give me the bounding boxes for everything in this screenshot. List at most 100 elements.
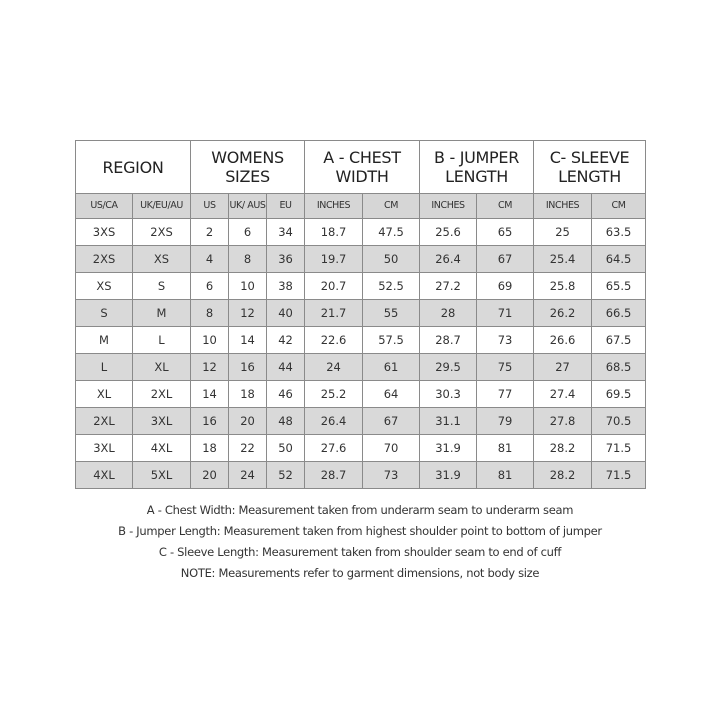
- table-cell: 42: [266, 326, 306, 354]
- table-cell: 67.5: [591, 326, 647, 354]
- table-cell: 4: [190, 245, 230, 273]
- size-chart-table: REGION WOMENS SIZES A - CHEST WIDTH B - …: [74, 140, 647, 489]
- table-cell: 71.5: [591, 434, 647, 462]
- subheader-cell: UK/EU/AU: [131, 193, 192, 219]
- table-cell: 68.5: [591, 353, 647, 381]
- table-cell: 8: [228, 245, 268, 273]
- table-cell: 25.2: [304, 380, 364, 408]
- table-cell: 65.5: [591, 272, 647, 300]
- table-cell: 52.5: [362, 272, 421, 300]
- table-cell: S: [131, 272, 192, 300]
- header-sleeve-length: C- SLEEVE LENGTH: [533, 140, 647, 194]
- table-cell: 34: [266, 218, 306, 246]
- table-cell: 2XL: [131, 380, 192, 408]
- table-cell: 12: [228, 299, 268, 327]
- table-cell: 31.9: [419, 434, 478, 462]
- table-cell: 28.7: [419, 326, 478, 354]
- table-cell: XS: [131, 245, 192, 273]
- table-cell: 81: [476, 461, 535, 489]
- table-cell: 6: [228, 218, 268, 246]
- table-cell: 70: [362, 434, 421, 462]
- table-cell: 47.5: [362, 218, 421, 246]
- table-cell: 27.2: [419, 272, 478, 300]
- table-cell: 4XL: [131, 434, 192, 462]
- table-cell: XS: [75, 272, 133, 300]
- table-cell: M: [75, 326, 133, 354]
- table-cell: 30.3: [419, 380, 478, 408]
- footnotes: A - Chest Width: Measurement taken from …: [0, 500, 720, 584]
- note-sleeve-length: C - Sleeve Length: Measurement taken fro…: [158, 545, 562, 559]
- table-cell: 26.4: [304, 407, 364, 435]
- table-cell: 69: [476, 272, 535, 300]
- table-cell: 20: [228, 407, 268, 435]
- table-cell: 22: [228, 434, 268, 462]
- table-cell: 28.7: [304, 461, 364, 489]
- header-womens-sizes: WOMENS SIZES: [190, 140, 306, 194]
- subheader-cell: US: [190, 193, 230, 219]
- table-cell: 4XL: [75, 461, 133, 489]
- subheader-cell: US/CA: [75, 193, 133, 219]
- table-cell: 20.7: [304, 272, 364, 300]
- subheader-cell: INCHES: [419, 193, 478, 219]
- table-cell: 27.8: [533, 407, 593, 435]
- table-cell: 27.4: [533, 380, 593, 408]
- table-row: XS S 6 10 38 20.7 52.5 27.2 69 25.8 65.5: [75, 272, 647, 300]
- table-row: 2XL 3XL 16 20 48 26.4 67 31.1 79 27.8 70.5: [75, 407, 647, 435]
- table-cell: 31.9: [419, 461, 478, 489]
- table-cell: 8: [190, 299, 230, 327]
- table-cell: 28: [419, 299, 478, 327]
- table-cell: 26.2: [533, 299, 593, 327]
- subheader-row: US/CA UK/EU/AU US UK/ AUS EU INCHES CM INCHES CM…: [75, 193, 647, 219]
- table-cell: 50: [362, 245, 421, 273]
- table-cell: 46: [266, 380, 306, 408]
- table-cell: 14: [228, 326, 268, 354]
- table-cell: L: [75, 353, 133, 381]
- subheader-cell: INCHES: [304, 193, 364, 219]
- table-cell: 36: [266, 245, 306, 273]
- table-cell: 38: [266, 272, 306, 300]
- table-cell: 81: [476, 434, 535, 462]
- table-cell: 26.6: [533, 326, 593, 354]
- table-cell: 3XL: [131, 407, 192, 435]
- table-cell: 57.5: [362, 326, 421, 354]
- table-cell: 3XS: [75, 218, 133, 246]
- table-cell: 6: [190, 272, 230, 300]
- table-cell: 18: [228, 380, 268, 408]
- header-chest-width: A - CHEST WIDTH: [304, 140, 421, 194]
- table-cell: 3XL: [75, 434, 133, 462]
- table-row: M L 10 14 42 22.6 57.5 28.7 73 26.6 67.5: [75, 326, 647, 354]
- table-cell: 71: [476, 299, 535, 327]
- header-row: REGION WOMENS SIZES A - CHEST WIDTH B - …: [74, 140, 647, 194]
- table-cell: 2XL: [75, 407, 133, 435]
- table-cell: 10: [190, 326, 230, 354]
- table-cell: 71.5: [591, 461, 647, 489]
- table-cell: 77: [476, 380, 535, 408]
- table-cell: 18: [190, 434, 230, 462]
- table-cell: M: [131, 299, 192, 327]
- table-cell: 48: [266, 407, 306, 435]
- subheader-cell: CM: [362, 193, 421, 219]
- table-cell: 64.5: [591, 245, 647, 273]
- table-cell: 61: [362, 353, 421, 381]
- table-cell: 50: [266, 434, 306, 462]
- table-cell: 31.1: [419, 407, 478, 435]
- table-cell: 10: [228, 272, 268, 300]
- subheader-cell: CM: [591, 193, 647, 219]
- table-cell: 2: [190, 218, 230, 246]
- table-cell: 69.5: [591, 380, 647, 408]
- table-cell: 64: [362, 380, 421, 408]
- note-chest-width: A - Chest Width: Measurement taken from …: [146, 503, 574, 517]
- table-cell: 55: [362, 299, 421, 327]
- table-row: 2XS XS 4 8 36 19.7 50 26.4 67 25.4 64.5: [75, 245, 647, 273]
- table-cell: 27.6: [304, 434, 364, 462]
- subheader-cell: CM: [476, 193, 535, 219]
- table-cell: 73: [362, 461, 421, 489]
- table-cell: 29.5: [419, 353, 478, 381]
- table-cell: 22.6: [304, 326, 364, 354]
- table-cell: XL: [131, 353, 192, 381]
- table-cell: 18.7: [304, 218, 364, 246]
- table-cell: 40: [266, 299, 306, 327]
- table-cell: 19.7: [304, 245, 364, 273]
- table-cell: 20: [190, 461, 230, 489]
- table-cell: 73: [476, 326, 535, 354]
